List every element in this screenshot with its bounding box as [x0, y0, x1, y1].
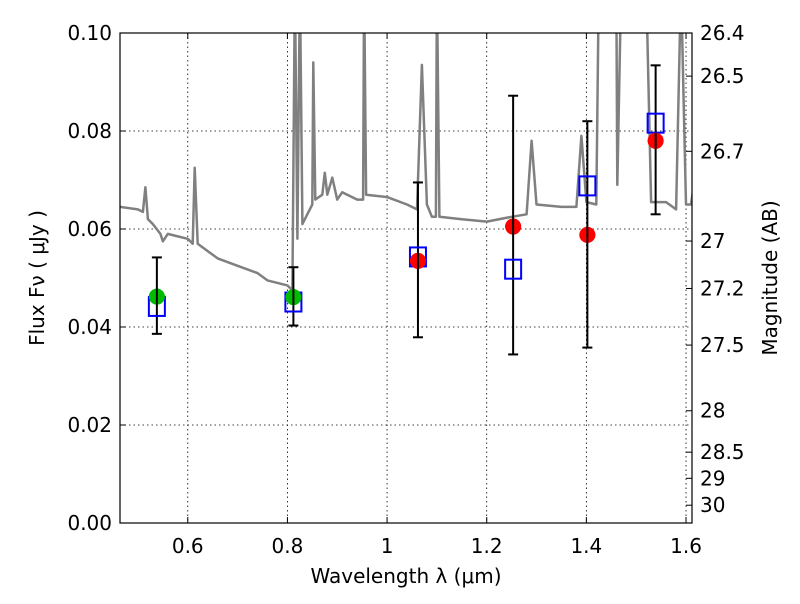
right-tick-label: 26.4 [700, 21, 745, 45]
y-tick-label: 0.00 [67, 511, 112, 535]
right-axis-label: Magnitude (AB) [758, 200, 782, 355]
y-tick-label: 0.04 [67, 315, 112, 339]
right-tick-label: 26.5 [700, 64, 745, 88]
x-tick-label: 1 [381, 534, 394, 558]
spectrum-layer [120, 33, 692, 292]
x-tick-label: 1.2 [471, 534, 503, 558]
y-tick-label: 0.10 [67, 21, 112, 45]
ticks: 0.6 0.8 1 1.2 1.4 1.6 0.00 0.02 0.04 0.06 0.08 0.10… [67, 21, 744, 558]
right-tick-label: 27.5 [700, 333, 745, 357]
spectrum-line [120, 33, 692, 292]
marks-layer [147, 64, 665, 356]
right-tick-label: 28 [700, 399, 725, 423]
model-square [578, 175, 597, 197]
right-tick-label: 28.5 [700, 440, 745, 464]
plot-frame [119, 32, 693, 524]
x-axis-label: Wavelength λ (μm) [310, 564, 501, 588]
model-square [504, 258, 523, 280]
grid [120, 33, 692, 523]
right-tick-label: 29 [700, 466, 725, 490]
model-square [646, 112, 665, 134]
y-axis-label: Flux Fν ( μJy ) [25, 210, 49, 346]
right-tick-label: 27 [700, 229, 725, 253]
x-tick-label: 0.8 [272, 534, 304, 558]
y-tick-label: 0.08 [67, 119, 112, 143]
right-tick-label: 30 [700, 493, 725, 517]
x-tick-label: 0.6 [172, 534, 204, 558]
right-tick-label: 26.7 [700, 139, 745, 163]
x-tick-label: 1.6 [670, 534, 702, 558]
right-tick-label: 27.2 [700, 276, 745, 300]
y-tick-label: 0.06 [67, 217, 112, 241]
x-tick-label: 1.4 [570, 534, 602, 558]
y-tick-label: 0.02 [67, 413, 112, 437]
